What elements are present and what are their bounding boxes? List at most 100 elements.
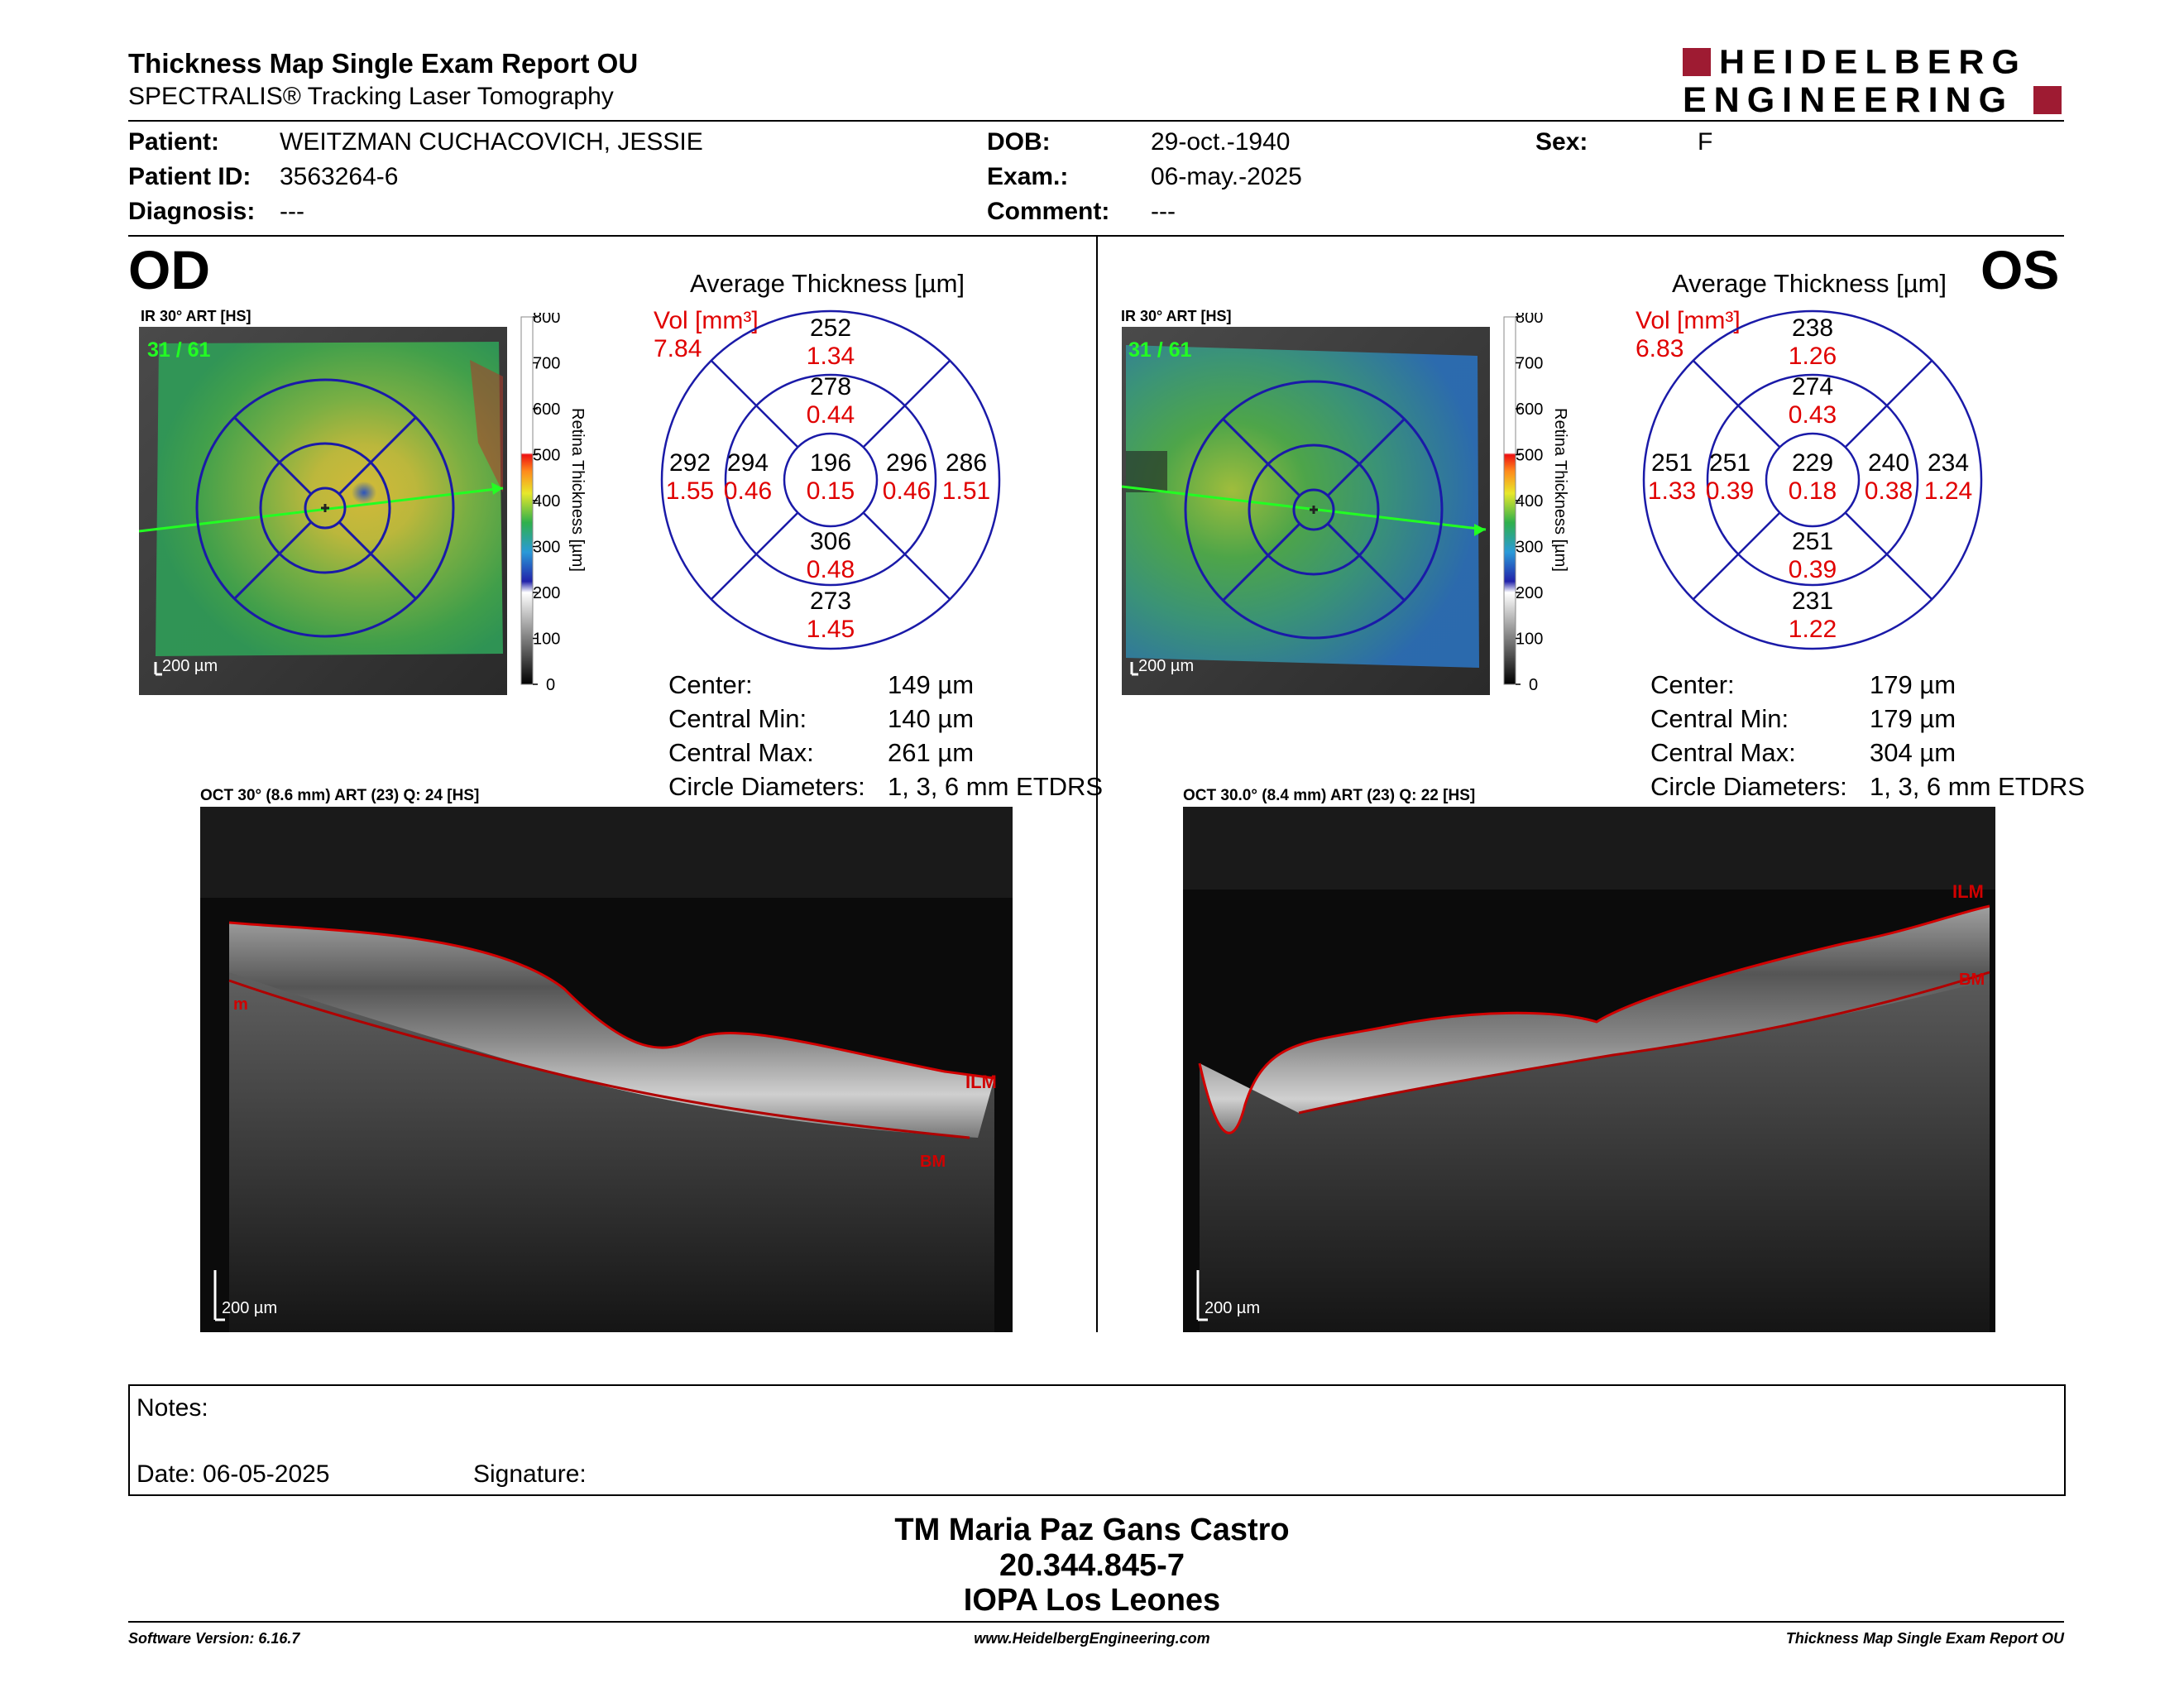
cbar-tick: 800: [1516, 313, 1543, 327]
od-oct-bscan: ILM BM m 200 µm: [200, 807, 1013, 1336]
cbar-tick: 800: [533, 313, 560, 327]
header-divider: [128, 120, 2064, 122]
os-seg-bm: BM: [1959, 971, 1985, 989]
od-eye-label: OD: [128, 239, 210, 300]
os-inner-bottom-thickness: 251: [1792, 528, 1833, 555]
os-inner-left-thickness: 251: [1709, 449, 1751, 477]
os-seg-ilm: ILM: [1952, 881, 1984, 902]
os-stat-value: 179 µm: [1870, 704, 1956, 733]
od-oct-label: OCT 30° (8.6 mm) ART (23) Q: 24 [HS]: [200, 787, 480, 804]
cbar-tick: 400: [1516, 492, 1543, 511]
os-stat-label: Central Max:: [1650, 738, 1796, 767]
od-avg-title: Average Thickness [µm]: [689, 269, 965, 298]
od-stat-value: 140 µm: [888, 704, 975, 733]
od-inner-right-volume: 0.46: [883, 477, 931, 505]
diagnosis-label: Diagnosis:: [128, 198, 256, 225]
cbar-tick: 200: [1516, 584, 1543, 602]
os-stat-value: 1, 3, 6 mm ETDRS: [1870, 772, 2086, 801]
od-inner-bottom-volume: 0.48: [807, 556, 855, 583]
signer-place: IOPA Los Leones: [963, 1583, 1221, 1618]
od-stat-value: 149 µm: [888, 670, 975, 699]
os-vol-total: 6.83: [1636, 335, 1684, 362]
os-center-volume: 0.18: [1789, 477, 1837, 505]
patient-name: WEITZMAN CUCHACOVICH, JESSIE: [280, 128, 703, 156]
os-stat-label: Circle Diameters:: [1650, 772, 1847, 801]
od-inner-top-thickness: 278: [810, 373, 851, 400]
logo-text-top: HEIDELBERG: [1719, 43, 2027, 81]
os-inner-top-thickness: 274: [1792, 373, 1833, 400]
os-stat-label: Central Min:: [1650, 704, 1789, 733]
cbar-tick: 200: [533, 584, 560, 602]
diagnosis-value: ---: [280, 198, 304, 225]
od-scan-counter: 31 / 61: [147, 338, 211, 362]
logo-square-bottom: [2033, 86, 2062, 114]
notes-box: Notes: Date: 06-05-2025 Signature:: [128, 1384, 2066, 1496]
os-eye-label: OS: [1980, 239, 2060, 300]
dob-label: DOB:: [987, 128, 1051, 156]
os-outer-top-thickness: 238: [1792, 314, 1833, 342]
os-scan-counter: 31 / 61: [1128, 338, 1192, 362]
dob-value: 29-oct.-1940: [1151, 128, 1291, 156]
od-center-volume: 0.15: [807, 477, 855, 505]
sex-value: F: [1698, 128, 1713, 156]
os-stat-label: Center:: [1650, 670, 1735, 699]
od-ir-scale: 200 µm: [162, 657, 218, 675]
cbar-tick: 700: [1516, 355, 1543, 373]
patient-id-label: Patient ID:: [128, 163, 251, 190]
od-outer-left-thickness: 292: [669, 449, 711, 477]
os-oct-label: OCT 30.0° (8.4 mm) ART (23) Q: 22 [HS]: [1183, 787, 1476, 804]
os-outer-top-volume: 1.26: [1789, 343, 1837, 370]
cbar-tick: 500: [533, 447, 560, 465]
od-inner-top-volume: 0.44: [807, 401, 855, 429]
od-outer-bottom-thickness: 273: [810, 587, 851, 615]
cbar-tick: 100: [1516, 631, 1543, 649]
od-inner-left-volume: 0.46: [724, 477, 772, 505]
od-outer-top-thickness: 252: [810, 314, 851, 342]
os-inner-bottom-volume: 0.39: [1789, 556, 1837, 583]
report-title: Thickness Map Single Exam Report OU: [128, 48, 639, 79]
os-oct-bscan: ILM BM 200 µm: [1183, 807, 1995, 1336]
od-outer-left-volume: 1.55: [666, 477, 714, 505]
os-outer-left-volume: 1.33: [1648, 477, 1696, 505]
od-stat-label: Circle Diameters:: [668, 772, 865, 801]
cbar-tick: 0: [546, 676, 555, 694]
sex-label: Sex:: [1535, 128, 1588, 156]
od-seg-bm: BM: [920, 1153, 946, 1171]
od-inner-bottom-thickness: 306: [810, 528, 851, 555]
od-stat-label: Center:: [668, 670, 753, 699]
od-seg-left: m: [233, 995, 248, 1014]
os-stat-value: 179 µm: [1870, 670, 1956, 699]
os-cbar-title: Retina Thickness [µm]: [1551, 408, 1569, 572]
od-stat-value: 261 µm: [888, 738, 975, 767]
os-colorbar: 800 700 600 500 400 300 200 100 0 Retina…: [1496, 309, 1587, 695]
od-cbar-title: Retina Thickness [µm]: [568, 408, 587, 572]
signer-rut: 20.344.845-7: [999, 1548, 1185, 1583]
cbar-tick: 400: [533, 492, 560, 511]
os-vol-label: Vol [mm³]: [1636, 307, 1741, 334]
logo-square-top: [1683, 48, 1711, 76]
od-center-thickness: 196: [810, 449, 851, 477]
cbar-tick: 700: [533, 355, 560, 373]
cbar-tick: 500: [1516, 447, 1543, 465]
footer-url[interactable]: www.HeidelbergEngineering.com: [974, 1630, 1210, 1647]
os-ir-label: IR 30° ART [HS]: [1121, 308, 1232, 324]
os-outer-right-volume: 1.24: [1924, 477, 1972, 505]
os-thickness-map: 31 / 61 200 µm: [1121, 327, 1490, 695]
footer-report-name: Thickness Map Single Exam Report OU: [1785, 1630, 2064, 1647]
od-ir-label: IR 30° ART [HS]: [141, 308, 251, 324]
footer-software: Software Version: 6.16.7: [128, 1630, 300, 1647]
od-vol-label: Vol [mm³]: [654, 307, 759, 334]
od-thickness-map: 31 / 61 200 µm: [138, 327, 507, 695]
os-outer-bottom-thickness: 231: [1792, 587, 1833, 615]
patient-id: 3563264-6: [280, 163, 399, 190]
patient-label: Patient:: [128, 128, 220, 156]
cbar-tick: 300: [533, 539, 560, 557]
od-seg-ilm: ILM: [965, 1072, 997, 1092]
os-ir-scale: 200 µm: [1138, 657, 1194, 675]
os-etdrs-grid: 238 1.26 274 0.43 251 1.33 251 0.39 229 …: [1639, 306, 1986, 654]
report-subtitle: SPECTRALIS® Tracking Laser Tomography: [128, 83, 614, 110]
signer-name: TM Maria Paz Gans Castro: [894, 1513, 1290, 1547]
od-inner-left-thickness: 294: [727, 449, 769, 477]
notes-label: Notes:: [136, 1394, 208, 1422]
notes-date: Date: 06-05-2025: [136, 1460, 330, 1488]
